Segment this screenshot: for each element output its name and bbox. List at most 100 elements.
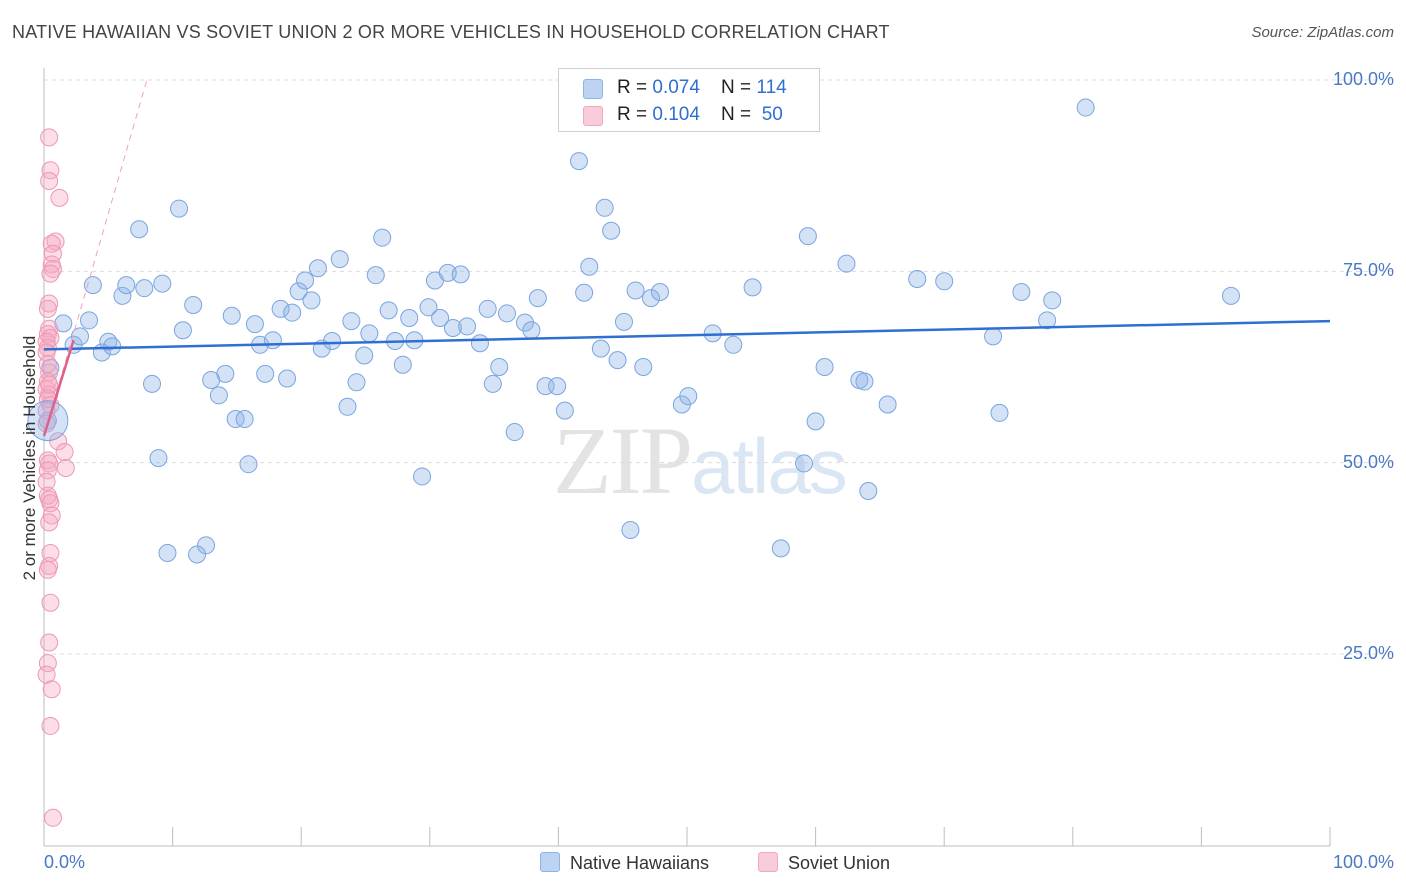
native-hawaiian-point [1038,311,1057,330]
watermark-zip: ZIP [553,407,693,514]
native-hawaiian-point [188,545,207,564]
native-hawaiian-point [451,265,470,284]
native-hawaiian-point [855,372,874,391]
native-hawaiian-point [209,386,228,405]
native-hawaiian-point [984,327,1003,346]
legend-swatch-pink [758,852,778,872]
watermark-atlas: atlas [691,422,848,510]
soviet-union-point [41,593,60,612]
legend-swatch-blue [540,852,560,872]
native-hawaiian-point [798,227,817,246]
native-hawaiian-point [296,271,315,290]
native-hawaiian-point [458,317,477,336]
native-hawaiian-point [413,467,432,486]
soviet-union-point [55,442,74,461]
native-hawaiian-point [355,346,374,365]
legend-text: R = 0.104 N = 50 [617,104,783,126]
r-label: R = [617,77,653,98]
soviet-union-point [42,234,61,253]
native-hawaiian-point [990,403,1009,422]
native-hawaiian-point [400,309,419,328]
native-hawaiian-point [443,318,462,337]
native-hawaiian-point [170,199,189,218]
native-hawaiian-point [837,254,856,273]
x-tick-label-max: 100.0% [1332,852,1394,872]
native-hawaiian-point [771,539,790,558]
native-hawaiian-point [743,278,762,297]
native-hawaiian-point [135,279,154,298]
native-hawaiian-point [197,536,216,555]
y-tick-label: 50.0% [1342,451,1394,472]
native-hawaiian-point [478,299,497,318]
soviet-union-trend-extension [43,79,148,437]
n-label: N = [721,104,757,125]
native-hawaiian-point [490,358,509,376]
soviet-union-point [37,472,56,491]
legend-swatch-pink [583,106,603,126]
correlation-legend: R = 0.074 N = 114 R = 0.104 N = 50 [558,68,820,132]
y-axis-label: 2 or more Vehicles in Household [20,335,39,581]
native-hawaiian-trendline [43,319,1331,351]
source-label: Source: ZipAtlas.com [1251,24,1394,41]
series-name: Soviet Union [788,853,891,873]
native-hawaiian-point [80,311,99,330]
native-hawaiian-point [338,397,357,416]
soviet-union-point [40,633,59,652]
native-hawaiian-point [278,369,297,388]
soviet-union-point [42,680,61,699]
native-hawaiian-point [235,410,254,429]
soviet-union-point [40,454,59,473]
native-hawaiian-point [103,337,122,356]
native-hawaiian-point [528,289,547,308]
native-hawaiian-point [431,309,450,328]
native-hawaiian-point [569,152,588,171]
bottom-legend-native-hawaiians: Native Hawaiians [540,852,709,874]
native-hawaiian-point [245,315,264,334]
native-hawaiian-point [379,301,398,320]
native-hawaiian-point [806,412,825,431]
native-hawaiian-point [878,395,897,414]
native-hawaiian-point [555,401,574,420]
native-hawaiian-point [283,303,302,322]
y-tick-label: 75.0% [1342,260,1394,281]
native-hawaiian-point [153,274,172,293]
native-hawaiian-point [515,313,534,332]
r-value: 0.074 [652,77,700,98]
soviet-union-point [38,451,57,470]
native-hawaiian-point [239,455,258,474]
native-hawaiian-point [1076,98,1095,117]
watermark: ZIPatlas [553,405,848,516]
native-hawaiian-point [323,331,342,350]
soviet-union-point [37,665,56,684]
chart-title: NATIVE HAWAIIAN VS SOVIET UNION 2 OR MOR… [12,22,890,42]
native-hawaiian-point [497,304,516,323]
native-hawaiian-point [158,543,177,562]
soviet-union-trendline [42,339,75,437]
native-hawaiian-point [795,454,814,473]
native-hawaiian-point [724,335,743,354]
n-value: 114 [756,77,787,98]
native-hawaiian-point [226,410,245,429]
native-hawaiian-point [575,283,594,302]
native-hawaiian-point [419,298,438,317]
y-tick-label: 100.0% [1332,69,1394,89]
native-hawaiian-point [256,364,275,383]
native-hawaiian-point [650,282,669,301]
soviet-union-point [56,459,75,478]
soviet-union-point [38,461,57,480]
native-hawaiian-point [522,321,541,340]
soviet-union-point [40,375,59,394]
native-hawaiian-point [470,334,489,353]
soviet-union-point [38,372,57,391]
native-hawaiian-point [366,266,385,285]
native-hawaiian-point [342,312,361,331]
native-hawaiian-point [641,289,660,308]
native-hawaiian-point [130,220,149,239]
native-hawaiian-point [859,481,878,500]
native-hawaiian-point [1012,282,1031,301]
native-hawaiian-point [143,374,162,393]
native-hawaiian-point [438,263,457,282]
native-hawaiian-point [505,423,524,442]
soviet-union-point [44,808,63,827]
native-hawaiian-point [580,257,599,276]
